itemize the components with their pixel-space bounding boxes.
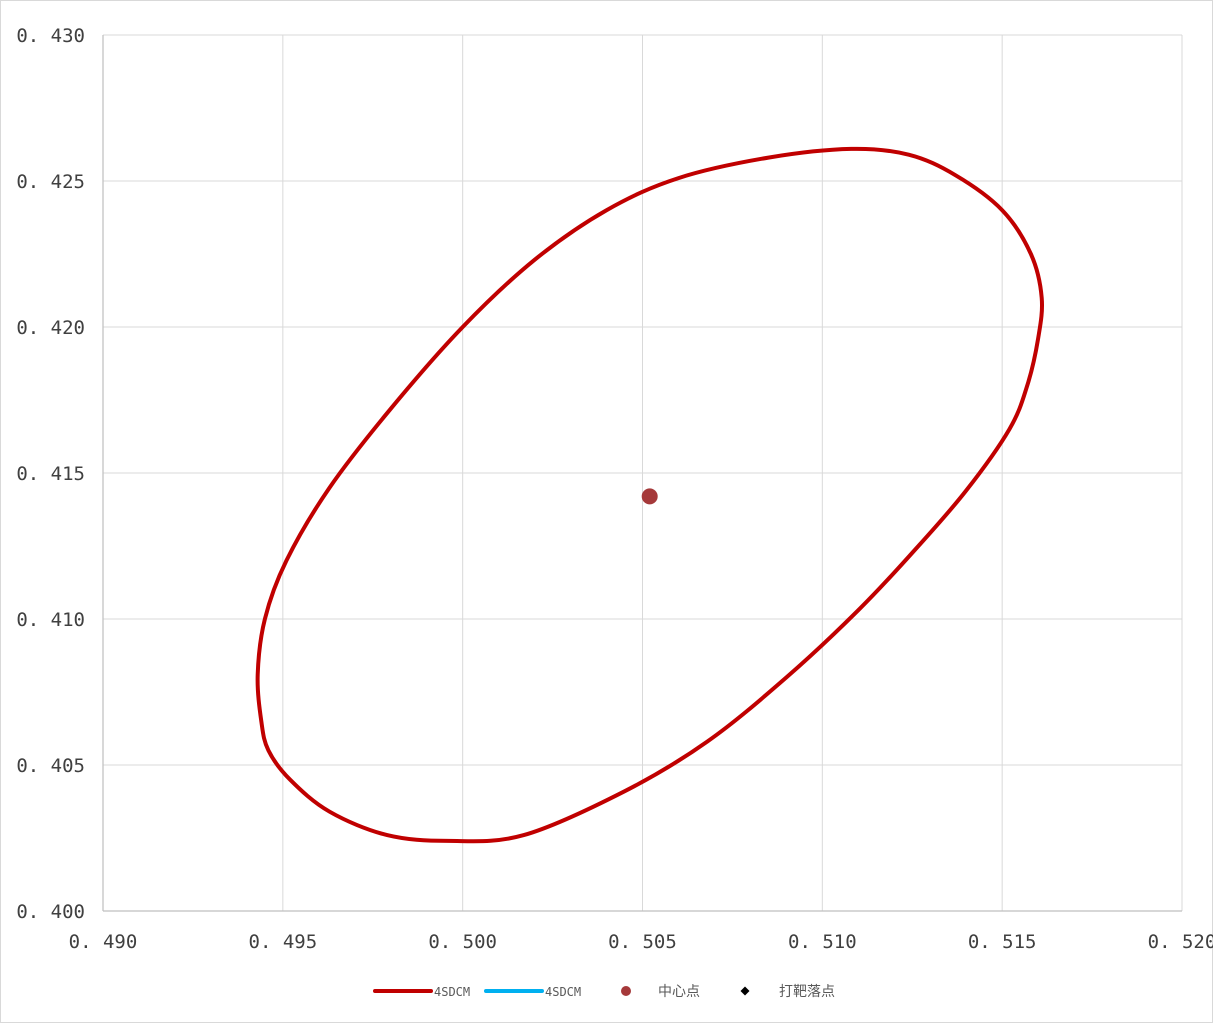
legend-circle-swatch <box>621 986 631 996</box>
center-point-marker <box>641 488 658 505</box>
legend-item-4sdcm-blue: 4SDCM <box>484 985 581 999</box>
x-tick-label: 0. 515 <box>968 931 1037 953</box>
legend-label: 中心点 <box>658 984 700 1000</box>
x-tick-label: 0. 510 <box>788 931 857 953</box>
legend-label: 4SDCM <box>434 985 470 999</box>
legend-item-center-point: 中心点 <box>621 984 700 1000</box>
x-tick-label: 0. 500 <box>428 931 497 953</box>
grid-layer <box>102 34 1183 912</box>
legend-diamond-swatch <box>740 986 750 996</box>
x-tick-label: 0. 495 <box>249 931 318 953</box>
y-tick-label: 0. 420 <box>16 317 85 339</box>
y-tick-label: 0. 400 <box>16 901 85 923</box>
legend-item-impact-point: 打靶落点 <box>740 983 835 1000</box>
y-tick-label: 0. 430 <box>16 25 85 47</box>
x-tick-label: 0. 520 <box>1148 931 1213 953</box>
x-tick-label: 0. 505 <box>608 931 677 953</box>
y-tick-label: 0. 410 <box>16 609 85 631</box>
legend-label: 打靶落点 <box>779 983 835 1000</box>
y-tick-label: 0. 425 <box>16 171 85 193</box>
axis-layer: 0. 490 0. 495 0. 500 0. 505 0. 510 0. 515 0. 5… <box>16 25 1213 953</box>
y-tick-label: 0. 405 <box>16 755 85 777</box>
legend: 4SDCM 4SDCM 中心点 打靶落点 <box>373 983 835 1000</box>
legend-label: 4SDCM <box>545 985 581 999</box>
y-tick-label: 0. 415 <box>16 463 85 485</box>
legend-item-4sdcm-red: 4SDCM <box>373 985 470 999</box>
series-layer <box>255 146 1044 844</box>
series-line-4sdcm <box>255 146 1044 844</box>
x-tick-label: 0. 490 <box>69 931 138 953</box>
